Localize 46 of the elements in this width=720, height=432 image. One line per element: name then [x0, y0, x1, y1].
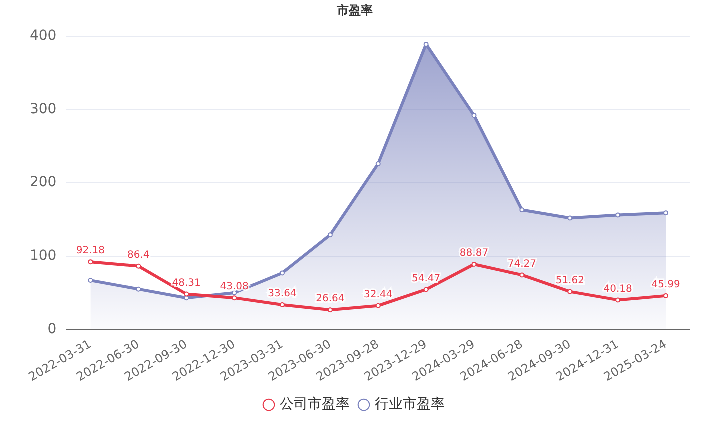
data-label: 48.31: [172, 278, 201, 289]
data-label: 26.64: [316, 294, 345, 305]
legend-label: 行业市盈率: [375, 396, 445, 413]
point: [616, 298, 621, 303]
point: [184, 292, 190, 297]
point: [568, 289, 573, 294]
data-label: 74.27: [508, 258, 537, 270]
data-label: 51.62: [556, 275, 584, 286]
point: [232, 296, 238, 301]
point: [520, 208, 525, 213]
y-tick-label: 300: [30, 101, 57, 118]
data-label: 32.44: [364, 289, 393, 300]
point: [664, 293, 669, 298]
legend-label: 公司市盈率: [280, 396, 350, 413]
y-tick-label: 100: [30, 248, 57, 264]
y-tick-label: 0: [48, 321, 57, 338]
point: [136, 286, 142, 292]
y-tick-label: 200: [30, 174, 57, 191]
point: [616, 212, 621, 218]
point: [328, 232, 333, 238]
point: [424, 287, 429, 292]
point: [376, 303, 381, 308]
data-label: 33.64: [268, 288, 297, 300]
data-label: 88.87: [460, 248, 489, 260]
point: [472, 262, 477, 268]
data-label: 54.47: [412, 273, 441, 284]
point: [472, 113, 477, 118]
point: [664, 210, 669, 216]
point: [280, 302, 285, 308]
data-label: 86.4: [128, 250, 150, 261]
y-tick-label: 400: [30, 28, 57, 44]
point: [568, 216, 573, 221]
point: [88, 278, 94, 284]
data-label: 40.18: [604, 284, 632, 295]
point: [136, 264, 142, 269]
point: [280, 270, 285, 276]
point: [520, 272, 525, 278]
chart-title: 市盈率: [336, 3, 373, 18]
point: [88, 260, 94, 265]
point: [376, 161, 381, 166]
point: [184, 296, 190, 301]
data-label: 45.99: [652, 280, 680, 291]
point: [328, 308, 333, 313]
point: [232, 290, 238, 296]
data-label: 92.18: [76, 246, 106, 257]
data-label: 43.08: [220, 282, 249, 293]
